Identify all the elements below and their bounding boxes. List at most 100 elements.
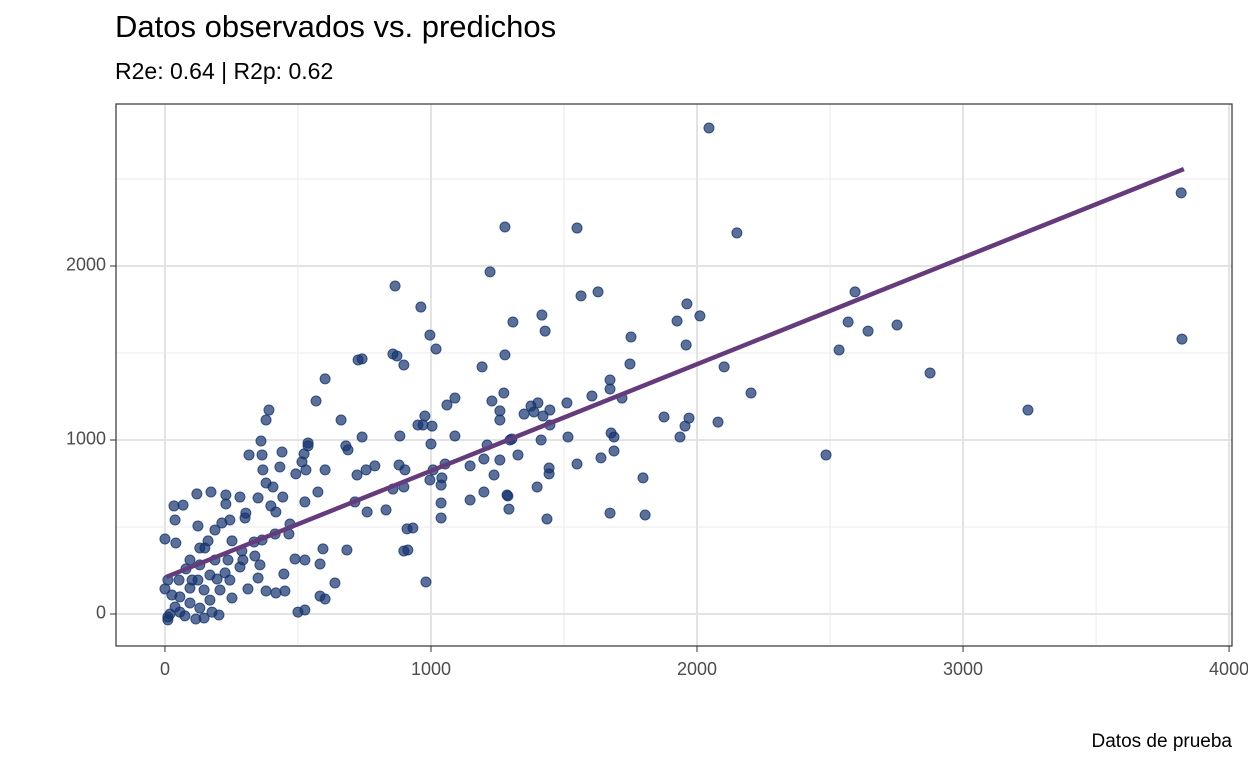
- point: [234, 491, 246, 503]
- point: [360, 464, 372, 476]
- point: [464, 460, 476, 472]
- point: [263, 404, 275, 416]
- point: [430, 343, 442, 355]
- point: [260, 585, 272, 597]
- point: [398, 359, 410, 371]
- point: [170, 537, 182, 549]
- point: [562, 431, 574, 443]
- point: [407, 522, 419, 534]
- point: [478, 453, 490, 465]
- point: [924, 367, 936, 379]
- point: [425, 438, 437, 450]
- point: [184, 554, 196, 566]
- point: [498, 387, 510, 399]
- point: [314, 558, 326, 570]
- fit-line: [165, 166, 1185, 580]
- point: [531, 481, 543, 493]
- point: [592, 286, 604, 298]
- chart-subtitle: R2e: 0.64 | R2p: 0.62: [115, 58, 333, 84]
- point: [214, 584, 226, 596]
- point: [173, 574, 185, 586]
- point: [361, 506, 373, 518]
- point: [341, 544, 353, 556]
- point: [205, 486, 217, 498]
- point: [1176, 333, 1188, 345]
- point: [539, 325, 551, 337]
- point: [604, 374, 616, 386]
- point: [255, 435, 267, 447]
- point: [168, 500, 180, 512]
- point: [290, 468, 302, 480]
- point: [274, 461, 286, 473]
- point: [289, 553, 301, 565]
- point: [512, 449, 524, 461]
- point: [243, 449, 255, 461]
- point: [234, 561, 246, 573]
- point: [494, 414, 506, 426]
- point: [608, 431, 620, 443]
- point: [571, 458, 583, 470]
- point: [608, 445, 620, 457]
- point: [537, 410, 549, 422]
- y-tick-label: 1000: [66, 429, 106, 449]
- point: [198, 584, 210, 596]
- point: [279, 585, 291, 597]
- point: [745, 387, 757, 399]
- y-tick-label: 0: [96, 603, 106, 623]
- point: [535, 434, 547, 446]
- point: [891, 319, 903, 331]
- point: [571, 222, 583, 234]
- point: [204, 594, 216, 606]
- point: [488, 469, 500, 481]
- point: [260, 414, 272, 426]
- x-tick-label: 1000: [411, 659, 451, 679]
- point: [499, 221, 511, 233]
- point: [352, 354, 364, 366]
- y-tick-label: 2000: [66, 255, 106, 275]
- point: [680, 339, 692, 351]
- point: [222, 554, 234, 566]
- point: [820, 449, 832, 461]
- x-axis-label: Datos de prueba: [1092, 731, 1233, 752]
- point: [833, 344, 845, 356]
- point: [252, 492, 264, 504]
- point: [335, 414, 347, 426]
- point: [206, 606, 218, 618]
- point: [260, 477, 272, 489]
- point: [159, 533, 171, 545]
- point: [211, 573, 223, 585]
- point: [484, 266, 496, 278]
- point: [380, 504, 392, 516]
- point: [671, 315, 683, 327]
- point: [298, 448, 310, 460]
- point: [449, 430, 461, 442]
- point: [162, 611, 174, 623]
- point: [712, 416, 724, 428]
- point: [435, 497, 447, 509]
- point: [486, 395, 498, 407]
- point: [276, 446, 288, 458]
- point: [842, 316, 854, 328]
- point: [658, 411, 670, 423]
- point: [257, 464, 269, 476]
- point: [220, 489, 232, 501]
- point: [694, 310, 706, 322]
- point: [1022, 404, 1034, 416]
- point: [319, 373, 331, 385]
- point: [435, 479, 447, 491]
- point: [604, 507, 616, 519]
- point: [191, 488, 203, 500]
- point: [503, 503, 515, 515]
- point: [561, 397, 573, 409]
- point: [412, 419, 424, 431]
- point: [637, 472, 649, 484]
- point: [624, 358, 636, 370]
- point: [356, 431, 368, 443]
- point: [389, 280, 401, 292]
- point: [300, 464, 312, 476]
- point: [449, 392, 461, 404]
- point: [424, 474, 436, 486]
- point: [252, 572, 264, 584]
